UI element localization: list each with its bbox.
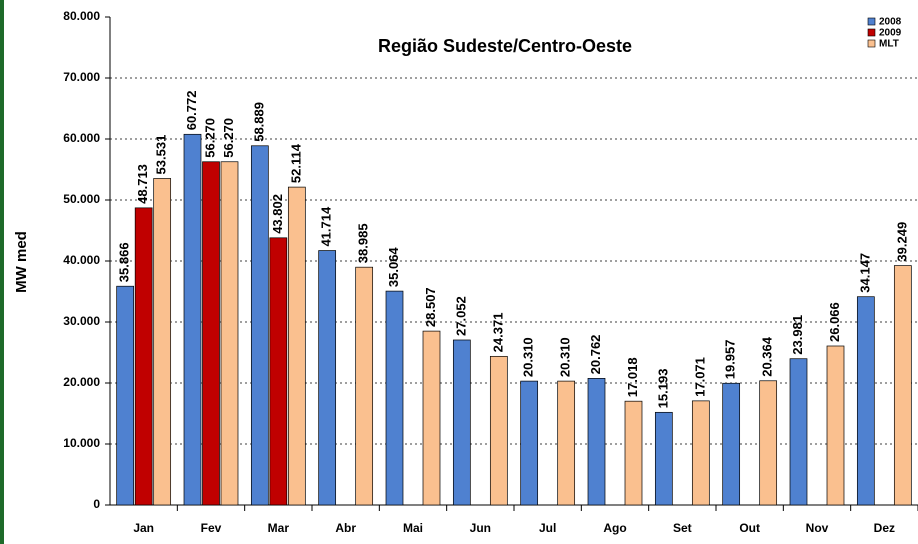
bar xyxy=(691,400,710,506)
legend-label: 2008 xyxy=(879,17,902,28)
bar xyxy=(250,145,269,506)
chart-title: Região Sudeste/Centro-Oeste xyxy=(378,36,632,56)
data-label: 58.889 xyxy=(251,102,266,142)
legend-swatch xyxy=(867,28,876,37)
data-label: 56.270 xyxy=(202,118,217,158)
x-tick-label: Nov xyxy=(806,521,829,535)
data-label: 23.981 xyxy=(790,315,805,355)
bar xyxy=(153,178,172,506)
data-label: 39.249 xyxy=(894,222,909,262)
bar xyxy=(134,207,153,506)
bar xyxy=(856,296,875,506)
bar xyxy=(202,161,220,506)
data-label: 34.147 xyxy=(857,253,872,293)
bar xyxy=(654,411,673,506)
bar xyxy=(557,380,576,506)
data-label: 60.772 xyxy=(184,91,199,131)
data-label: 20.364 xyxy=(760,336,775,377)
data-label: 24.371 xyxy=(490,313,505,353)
data-label: 53.531 xyxy=(154,135,169,175)
y-tick-label: 50.000 xyxy=(63,192,100,206)
data-label: 19.957 xyxy=(723,339,738,379)
data-label: 35.064 xyxy=(386,247,401,288)
data-label: 52.114 xyxy=(288,143,303,183)
bar xyxy=(587,378,606,506)
x-tick-label: Dez xyxy=(874,521,895,535)
data-label: 26.066 xyxy=(827,302,842,342)
y-tick-label: 70.000 xyxy=(63,70,100,84)
y-axis-label: MW med xyxy=(13,231,30,293)
legend-swatch xyxy=(867,39,876,48)
bar xyxy=(624,400,643,506)
bar xyxy=(722,382,741,506)
x-tick-label: Ago xyxy=(603,521,626,535)
data-label: 17.071 xyxy=(692,357,707,397)
bar xyxy=(422,330,441,506)
data-label: 27.052 xyxy=(453,296,468,336)
x-tick-label: Jul xyxy=(539,521,556,535)
bar xyxy=(318,250,337,506)
bar xyxy=(116,285,135,506)
data-label: 35.866 xyxy=(117,242,132,282)
y-tick-label: 0 xyxy=(93,497,100,511)
bar xyxy=(452,339,471,506)
bar xyxy=(893,265,912,506)
y-tick-label: 10.000 xyxy=(63,436,100,450)
bar xyxy=(287,186,306,506)
y-tick-label: 20.000 xyxy=(63,375,100,389)
data-label: 28.507 xyxy=(423,287,438,327)
bar xyxy=(759,380,778,506)
x-tick-label: Set xyxy=(673,521,692,535)
bar xyxy=(789,358,808,506)
data-label: 41.714 xyxy=(319,206,334,247)
legend-swatch xyxy=(867,17,876,26)
data-label: 43.802 xyxy=(270,194,285,234)
y-tick-label: 60.000 xyxy=(63,131,100,145)
data-label: 20.310 xyxy=(558,337,573,377)
data-label: 56.270 xyxy=(221,118,236,158)
x-tick-label: Out xyxy=(739,521,760,535)
data-label: 48.713 xyxy=(135,164,150,204)
bar xyxy=(826,345,845,506)
x-tick-label: Mar xyxy=(268,521,290,535)
y-tick-label: 40.000 xyxy=(63,253,100,267)
x-tick-label: Jun xyxy=(470,521,491,535)
y-tick-label: 30.000 xyxy=(63,314,100,328)
x-tick-label: Jan xyxy=(133,521,154,535)
frame-edge xyxy=(0,0,4,544)
bar xyxy=(355,266,374,506)
data-label: 38.985 xyxy=(356,223,371,263)
bar xyxy=(489,355,508,506)
legend-label: 2009 xyxy=(879,28,902,39)
bar xyxy=(269,237,288,506)
data-label: 15.193 xyxy=(655,369,670,409)
y-tick-label: 80.000 xyxy=(63,9,100,23)
data-label: 20.762 xyxy=(588,335,603,375)
data-label: 20.310 xyxy=(521,337,536,377)
bar xyxy=(385,290,404,506)
bar xyxy=(183,133,202,506)
x-tick-label: Fev xyxy=(201,521,222,535)
x-tick-label: Abr xyxy=(335,521,356,535)
bar xyxy=(520,380,539,506)
bar xyxy=(220,161,239,506)
legend-label: MLT xyxy=(879,39,899,50)
data-label: 17.018 xyxy=(625,357,640,397)
x-tick-label: Mai xyxy=(403,521,423,535)
